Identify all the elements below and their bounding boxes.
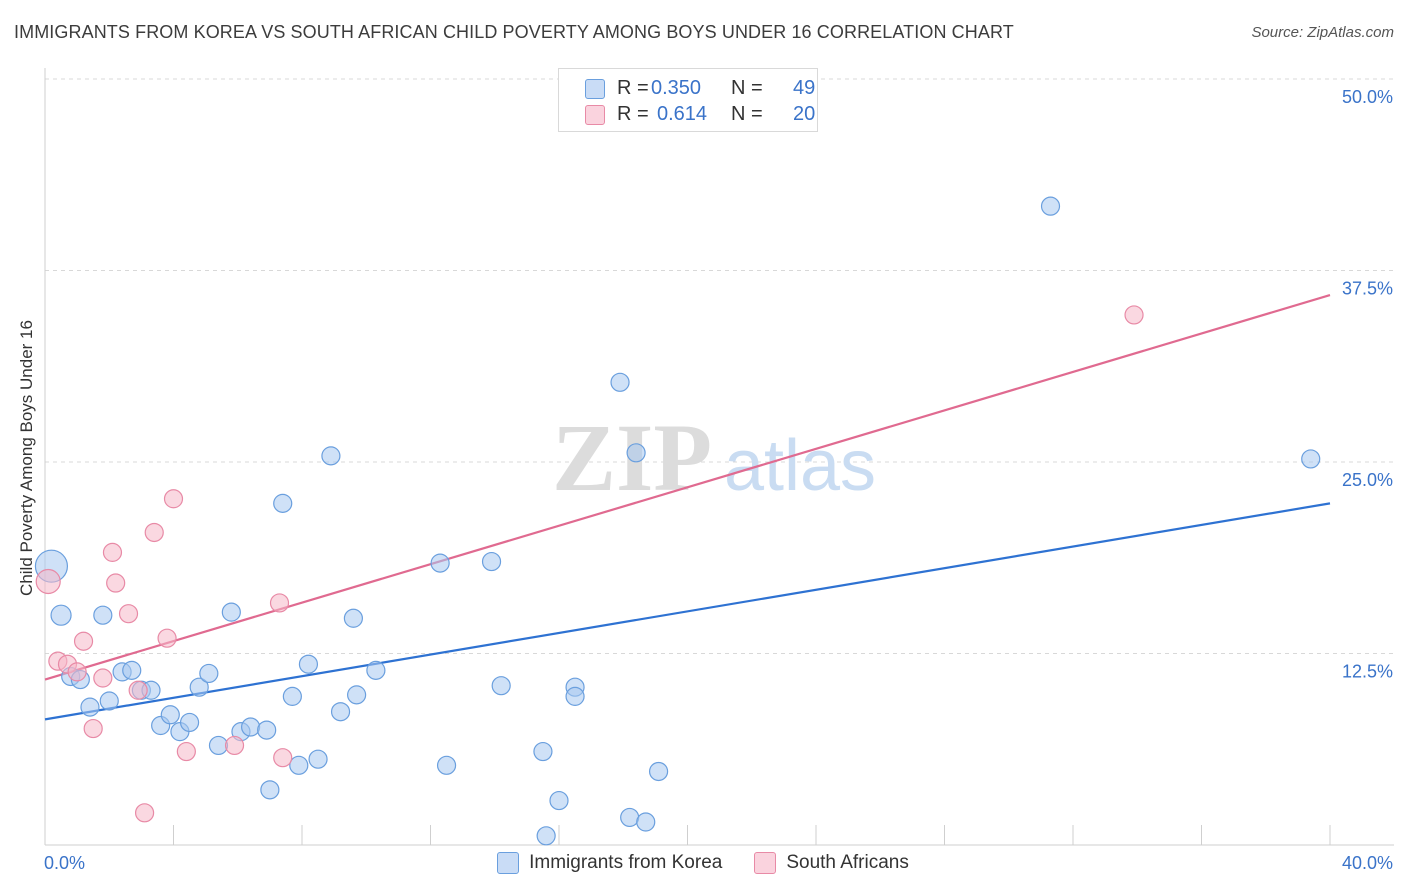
y-tick-label: 37.5%: [1342, 279, 1393, 299]
y-tick-label: 50.0%: [1342, 87, 1393, 107]
south-africans-legend-swatch: [754, 852, 777, 874]
korea-point: [321, 446, 341, 466]
korea-point: [626, 443, 646, 463]
south-africans-point: [102, 542, 123, 562]
south-africans-swatch: [585, 105, 605, 125]
korea-point: [1040, 196, 1061, 216]
watermark: ZIP atlas: [552, 404, 876, 511]
south-africans-point: [269, 593, 290, 613]
n-label: N =: [731, 102, 763, 125]
korea-point: [80, 697, 100, 717]
korea-point: [221, 602, 241, 622]
axes: [44, 68, 1394, 846]
legend-label-south-africans: South Africans: [786, 852, 909, 873]
south-africans-point: [67, 662, 87, 682]
y-axis-title: Child Poverty Among Boys Under 16: [17, 320, 36, 596]
r-label: R =: [617, 102, 649, 125]
korea-point: [260, 780, 280, 800]
korea-point: [122, 660, 142, 680]
south-africans-point: [128, 680, 148, 700]
korea-point: [199, 663, 219, 684]
korea-point: [610, 372, 630, 392]
korea-point: [549, 790, 569, 811]
korea-point: [93, 605, 113, 625]
korea-point: [179, 712, 200, 733]
chart-title: IMMIGRANTS FROM KOREA VS SOUTH AFRICAN C…: [14, 22, 1014, 42]
korea-point: [99, 691, 119, 711]
korea-swatch: [585, 79, 605, 99]
south-africans-trend-line: [44, 293, 1331, 681]
south-africans-point: [106, 573, 126, 593]
korea-point: [620, 807, 640, 828]
x-tick-label: 0.0%: [44, 853, 85, 873]
korea-point: [648, 761, 669, 782]
korea-point: [536, 826, 556, 846]
n-value: 20: [793, 102, 816, 125]
grid-lines: [45, 78, 1394, 654]
n-value: 49: [793, 76, 816, 99]
south-africans-point: [93, 668, 113, 688]
korea-legend-swatch: [497, 852, 520, 874]
trend-lines: [44, 293, 1331, 721]
korea-point: [347, 685, 367, 705]
korea-point: [282, 686, 302, 706]
south-africans-point: [118, 604, 139, 624]
korea-point: [636, 812, 656, 832]
south-africans-point: [163, 489, 184, 509]
korea-point: [189, 677, 209, 697]
x-tick-label: 40.0%: [1342, 853, 1393, 873]
korea-point: [436, 755, 457, 775]
korea-point: [1301, 449, 1321, 469]
series-legend: Immigrants from Korea South Africans: [0, 852, 1406, 874]
legend-label-korea: Immigrants from Korea: [529, 852, 723, 873]
y-tick-label: 12.5%: [1342, 662, 1393, 682]
south-africans-point: [134, 803, 155, 823]
korea-point: [273, 493, 293, 513]
south-africans-point: [83, 718, 103, 739]
korea-point: [366, 660, 386, 680]
stats-legend: R = 0.350 N = 49 R = 0.614 N = 20: [558, 68, 818, 132]
south-africans-point: [73, 631, 94, 651]
korea-point: [50, 604, 72, 626]
source-label: Source: ZipAtlas.com: [1251, 24, 1394, 41]
tick-labels: 12.5% 25.0% 37.5% 50.0% 0.0% 40.0%: [44, 87, 1393, 873]
korea-point: [533, 741, 553, 762]
korea-point: [160, 705, 180, 725]
south-africans-point: [157, 628, 177, 648]
korea-trend-line: [44, 502, 1331, 721]
r-value: 0.350: [651, 76, 702, 99]
korea-point: [491, 676, 511, 696]
data-points: [34, 196, 1321, 846]
south-africans-point: [273, 748, 293, 768]
korea-point: [481, 551, 502, 572]
south-africans-point: [176, 741, 196, 762]
legend-item-korea[interactable]: Immigrants from Korea: [497, 852, 722, 874]
south-africans-point: [224, 735, 245, 756]
n-label: N =: [731, 76, 763, 99]
korea-point: [208, 735, 229, 756]
south-africans-point: [35, 568, 61, 595]
r-value: 0.614: [657, 102, 708, 125]
korea-point: [298, 654, 319, 674]
korea-point: [241, 717, 261, 737]
legend-item-south-africans[interactable]: South Africans: [754, 852, 909, 874]
korea-point: [330, 702, 351, 722]
korea-point: [430, 553, 450, 573]
korea-point: [308, 749, 328, 769]
south-africans-point: [144, 522, 164, 543]
korea-point: [257, 720, 277, 740]
korea-point: [289, 755, 309, 775]
y-tick-label: 25.0%: [1342, 470, 1393, 490]
south-africans-point: [1124, 305, 1144, 325]
r-label: R =: [617, 76, 649, 99]
korea-point: [343, 608, 363, 628]
korea-point: [565, 686, 585, 706]
